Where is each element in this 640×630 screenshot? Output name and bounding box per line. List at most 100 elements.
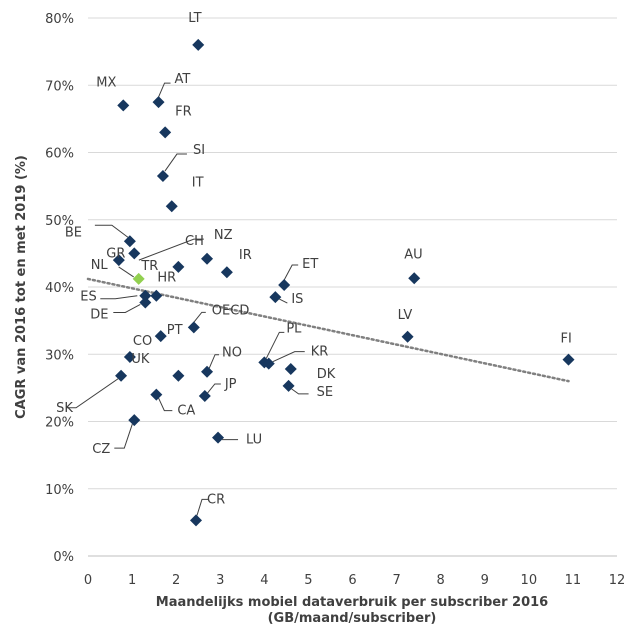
- point-oecd-leader: [193, 311, 206, 323]
- point-pt: [154, 330, 167, 343]
- point-kr: [262, 357, 275, 370]
- point-lu-label: LU: [246, 433, 262, 448]
- gridlines: [88, 17, 617, 490]
- point-sk-label: SK: [56, 401, 73, 416]
- point-pl-label: PL: [286, 321, 302, 336]
- point-sk: [115, 369, 128, 382]
- point-cz: [128, 414, 141, 427]
- point-be: [123, 235, 136, 248]
- point-mx-label: MX: [96, 75, 116, 90]
- point-dk-label: DK: [317, 367, 336, 382]
- point-be-label: BE: [65, 225, 82, 240]
- y-axis-ticks: 0% 10% 20% 30% 40% 50% 60% 70% 80%: [45, 12, 74, 565]
- point-de: [139, 296, 152, 309]
- point-at-leader: [158, 82, 171, 98]
- point-oecd: [187, 321, 200, 334]
- point-si-leader: [164, 153, 187, 172]
- point-cz-leader: [114, 423, 133, 449]
- point-sk-leader: [66, 378, 119, 409]
- point-fr-label: FR: [175, 104, 192, 119]
- x-tick-label: 0: [84, 573, 92, 588]
- point-nz-label: NZ: [214, 228, 233, 243]
- point-uk: [172, 369, 185, 382]
- x-tick-label: 11: [565, 573, 582, 588]
- point-lt: [192, 38, 205, 51]
- point-is: [269, 291, 282, 304]
- point-au-label: AU: [404, 247, 422, 262]
- point-hr: [150, 289, 163, 302]
- point-se: [282, 379, 295, 392]
- y-tick-label: 80%: [45, 12, 74, 27]
- point-co-label: CO: [133, 334, 152, 349]
- y-tick-label: 50%: [45, 214, 74, 229]
- point-et: [278, 278, 291, 291]
- point-labels: LT MX AT FR SI IT BE GR NZ CH TR IR NL ET AU IS HR ES DE OE…: [56, 11, 572, 507]
- point-es-label: ES: [80, 290, 96, 305]
- point-dk: [284, 363, 297, 376]
- point-es: [139, 289, 152, 302]
- point-si-label: SI: [193, 143, 205, 158]
- point-se-label: SE: [317, 385, 333, 400]
- point-se-leader: [291, 388, 309, 395]
- point-oecd-label: OECD: [212, 303, 250, 318]
- point-et-leader: [283, 264, 299, 281]
- point-fi-label: FI: [561, 332, 572, 347]
- x-tick-label: 2: [172, 573, 180, 588]
- point-nl-leader: [118, 266, 134, 278]
- x-tick-label: 9: [481, 573, 489, 588]
- x-axis-title-line2: (GB/maand/subscriber): [268, 611, 437, 626]
- point-cr: [190, 514, 203, 527]
- point-kr-label: KR: [311, 345, 329, 360]
- x-tick-label: 12: [609, 573, 626, 588]
- y-tick-label: 0%: [53, 550, 74, 565]
- point-cz-label: CZ: [92, 442, 110, 457]
- point-de-label: DE: [90, 307, 108, 322]
- point-hr-label: HR: [157, 271, 176, 286]
- point-de-leader: [113, 304, 141, 313]
- point-gr: [128, 247, 141, 260]
- point-ch-label: CH: [185, 234, 204, 249]
- y-tick-label: 40%: [45, 281, 74, 296]
- point-lt-label: LT: [188, 11, 201, 26]
- point-lu: [212, 431, 225, 444]
- point-jp: [198, 389, 211, 402]
- point-at: [152, 96, 165, 109]
- point-ca-label: CA: [177, 404, 195, 419]
- point-jp-label: JP: [224, 377, 237, 392]
- point-lv-label: LV: [398, 308, 413, 323]
- point-uk-label: UK: [131, 352, 150, 367]
- x-axis-ticks: 0 1 2 3 4 5 6 7 8 9 10 11 12: [84, 573, 625, 588]
- y-tick-label: 60%: [45, 147, 74, 162]
- point-fr: [159, 126, 172, 139]
- x-tick-label: 5: [304, 573, 312, 588]
- point-no-leader: [208, 354, 220, 369]
- x-tick-label: 1: [128, 573, 136, 588]
- point-nz-leader: [138, 238, 204, 261]
- point-nz: [112, 254, 125, 267]
- point-et-label: ET: [302, 257, 318, 272]
- point-be-leader: [94, 224, 129, 238]
- point-es-leader: [100, 295, 138, 300]
- trendline: [86, 277, 570, 383]
- data-points: [112, 38, 575, 527]
- point-pt-label: PT: [167, 323, 183, 338]
- point-nl-label: NL: [91, 258, 109, 273]
- x-tick-label: 6: [348, 573, 356, 588]
- point-au: [408, 272, 421, 285]
- point-no-label: NO: [222, 346, 242, 361]
- point-lv: [401, 330, 414, 343]
- point-tr-label: TR: [140, 259, 158, 274]
- point-cr-leader: [196, 498, 209, 516]
- point-si: [156, 170, 169, 183]
- point-tr: [172, 260, 185, 273]
- point-pl-leader: [265, 331, 285, 359]
- point-nl: [132, 272, 145, 285]
- point-cr-label: CR: [207, 492, 225, 507]
- x-tick-label: 7: [392, 573, 400, 588]
- point-ir: [220, 266, 233, 279]
- point-gr-label: GR: [106, 246, 125, 261]
- point-ca-leader: [157, 397, 173, 412]
- y-tick-label: 30%: [45, 348, 74, 363]
- y-tick-label: 70%: [45, 79, 74, 94]
